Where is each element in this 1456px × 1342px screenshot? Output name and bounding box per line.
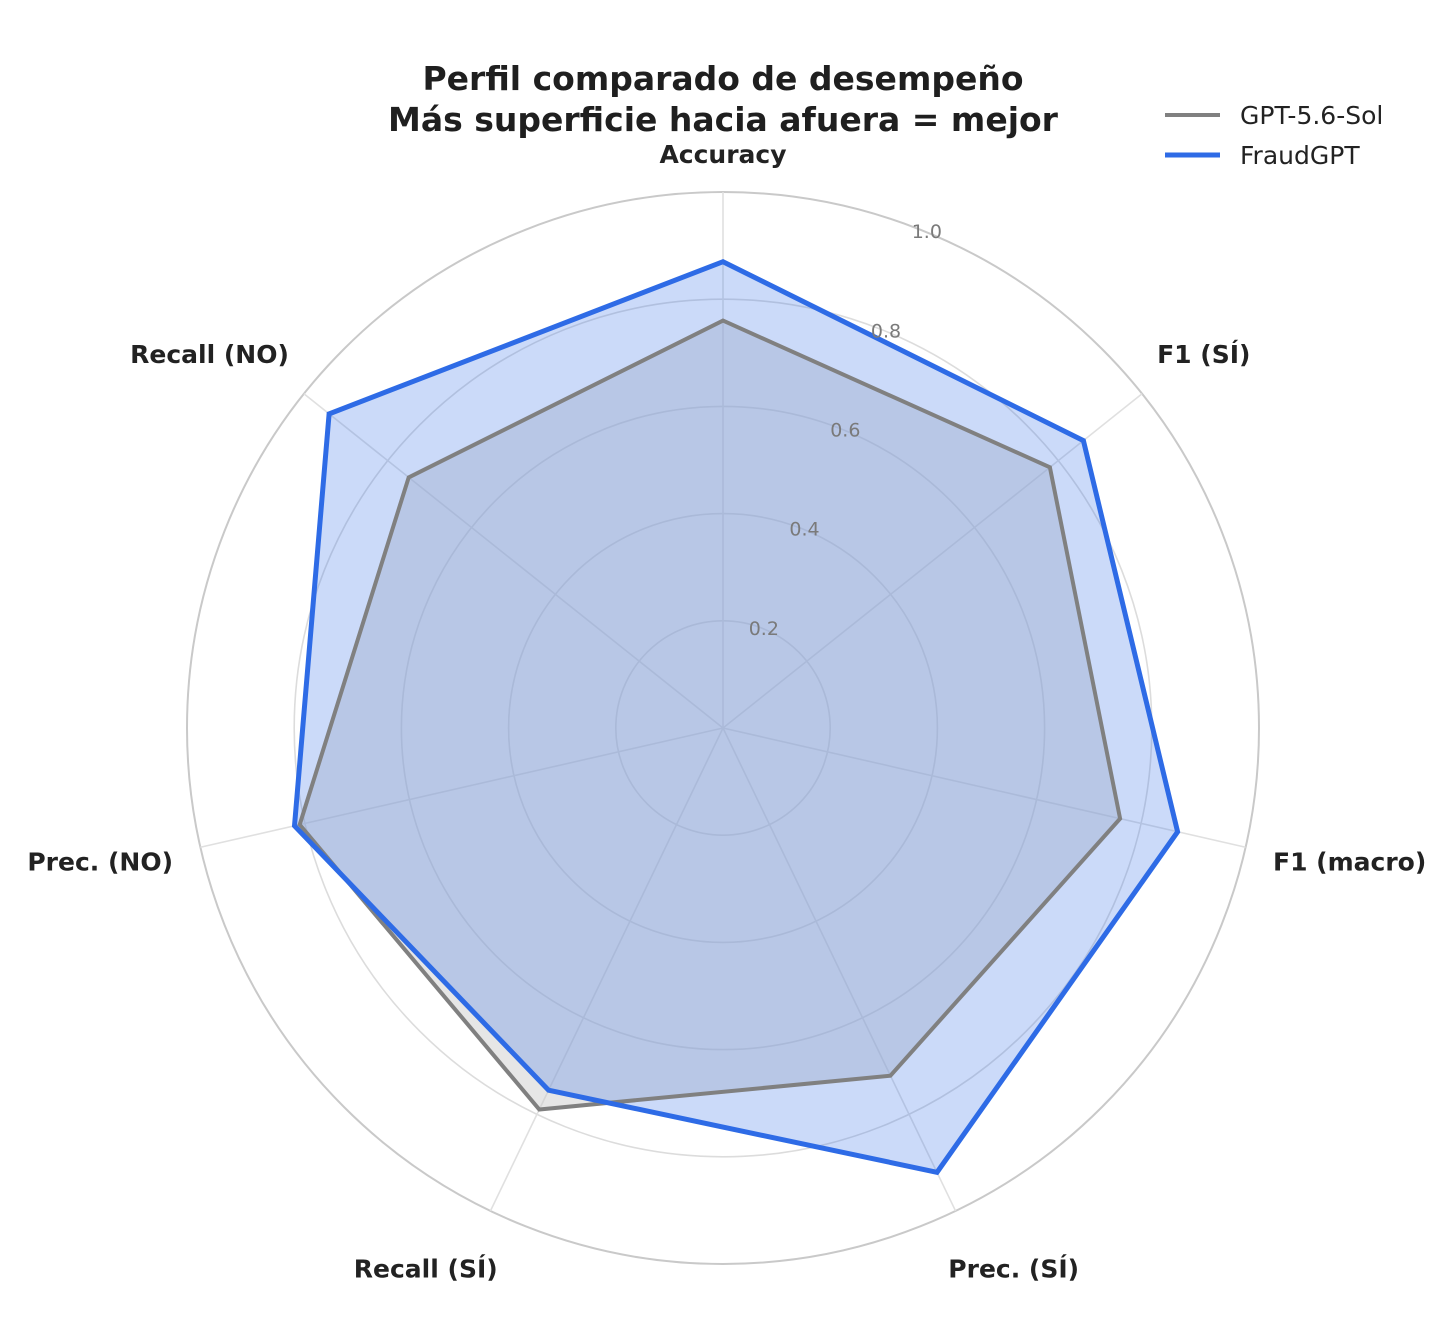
- axis-label: F1 (macro): [1273, 848, 1426, 877]
- series-line: [291, 258, 1181, 1176]
- radial-tick-label: 0.6: [830, 420, 860, 442]
- radial-tick-labels: 0.2 0.4 0.6 0.8 1.0: [749, 221, 942, 640]
- series-line: [297, 318, 1123, 1112]
- axis-label: Recall (NO): [130, 340, 289, 369]
- axis-label: Prec. (NO): [27, 848, 173, 877]
- legend: GPT-5.6-Sol FraudGPT: [1165, 101, 1383, 170]
- grid-spoke: [722, 727, 1246, 849]
- grid-spoke: [489, 727, 724, 1212]
- series-area: [299, 320, 1121, 1110]
- radial-tick-label: 0.4: [789, 519, 819, 541]
- radial-tick-label: 0.2: [749, 618, 779, 640]
- axis-label: Accuracy: [659, 140, 786, 169]
- chart-title-line-1: Perfil comparado de desempeño: [422, 59, 1023, 98]
- axis-label: Prec. (SÍ): [948, 1255, 1079, 1284]
- radial-tick-label: 1.0: [912, 221, 942, 243]
- chart-title-line-2: Más superficie hacia afuera = mejor: [388, 100, 1059, 139]
- grid-spoke: [200, 727, 724, 849]
- axis-labels: Accuracy F1 (SÍ) F1 (macro) Prec. (SÍ) Recal…: [27, 140, 1426, 1284]
- series-area: [294, 261, 1178, 1173]
- grid-spoke: [303, 393, 724, 729]
- radial-tick-label: 0.8: [871, 320, 901, 342]
- axis-label: F1 (SÍ): [1157, 340, 1250, 369]
- legend-label: GPT-5.6-Sol: [1240, 101, 1383, 130]
- axis-label: Recall (SÍ): [354, 1255, 498, 1284]
- legend-label: FraudGPT: [1240, 141, 1360, 170]
- grid-spoke: [722, 727, 957, 1212]
- grid-spoke: [722, 393, 1143, 729]
- radar-series: [291, 258, 1181, 1176]
